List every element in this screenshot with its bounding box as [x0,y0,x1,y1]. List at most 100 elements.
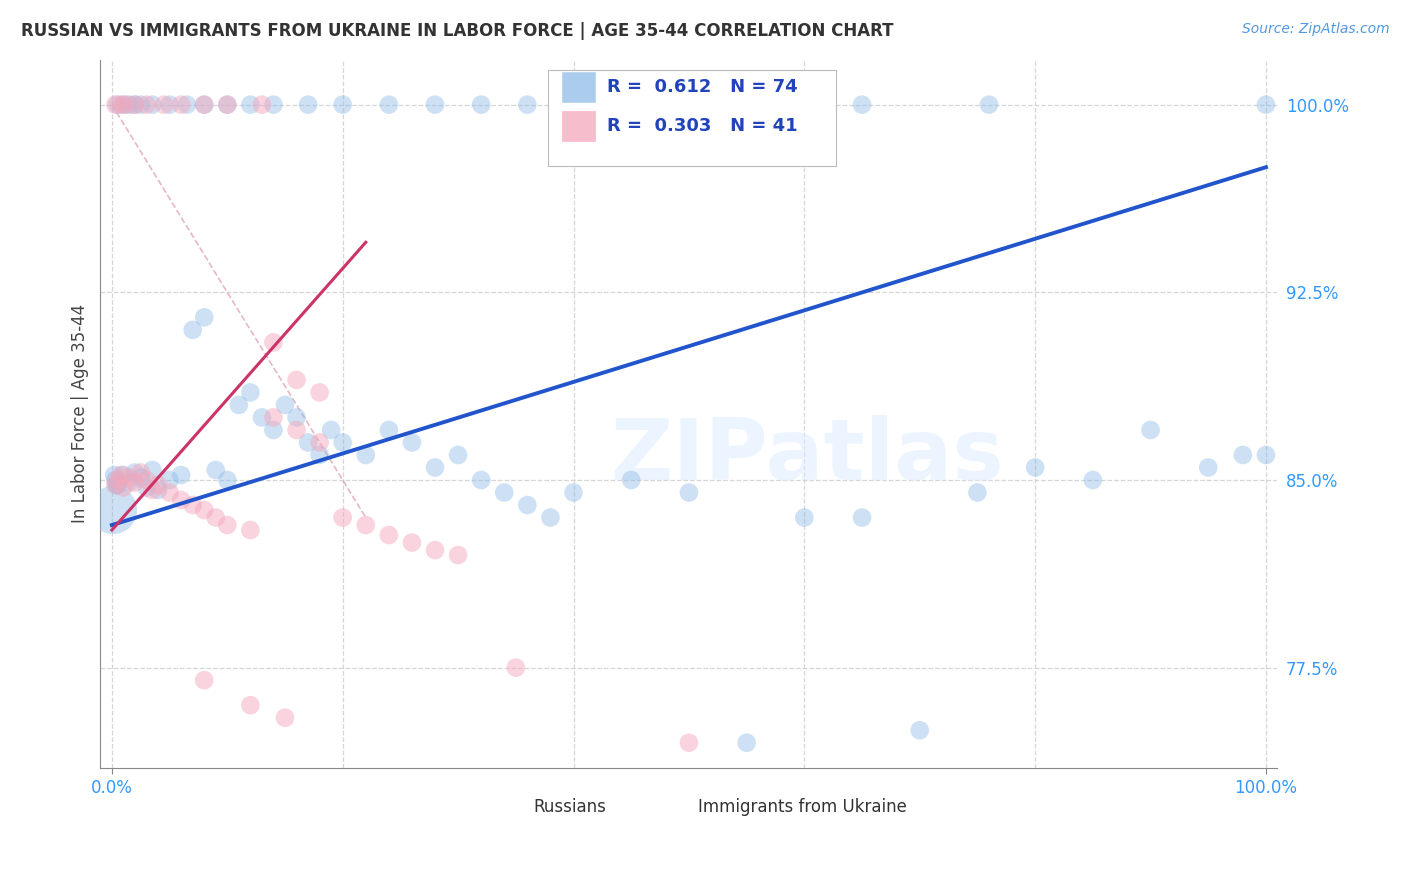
Point [135,481,157,495]
Point [262,423,284,437]
Point [321,423,343,437]
Point [378,423,401,437]
FancyBboxPatch shape [501,796,526,818]
Point [297,435,319,450]
Point [239,385,262,400]
FancyBboxPatch shape [562,112,595,141]
Point [112,468,135,483]
Point [170,97,193,112]
Point [141,463,163,477]
Point [239,698,262,713]
Point [562,97,585,112]
Point [217,97,239,112]
Point [239,97,262,112]
Point [159,485,181,500]
Point [308,448,330,462]
Point [354,448,377,462]
Point [378,97,401,112]
Point [655,97,678,112]
Point [118,475,141,490]
Point [193,97,215,112]
Point [423,460,446,475]
Point [401,435,423,450]
Point [141,483,163,497]
Point [620,473,643,487]
Point [354,518,377,533]
Y-axis label: In Labor Force | Age 35-44: In Labor Force | Age 35-44 [72,304,89,524]
Point [274,398,297,412]
Point [104,478,127,492]
Point [181,323,204,337]
Text: Russians: Russians [533,797,606,815]
Point [1139,423,1161,437]
Point [105,478,128,492]
Point [129,97,152,112]
Point [401,535,423,549]
Point [332,435,354,450]
Point [262,97,284,112]
Point [274,711,297,725]
Point [204,510,226,524]
Point [851,97,873,112]
Point [141,97,163,112]
Point [447,548,470,562]
Point [112,481,135,495]
Point [146,478,169,492]
Point [217,518,239,533]
Point [423,543,446,558]
Point [378,528,401,542]
FancyBboxPatch shape [665,796,692,818]
Point [193,310,215,325]
Point [204,463,226,477]
Point [678,485,700,500]
Point [107,473,129,487]
Point [170,468,193,483]
Point [250,410,273,425]
Point [107,478,129,492]
Point [124,475,146,490]
Point [114,97,136,112]
Point [135,473,157,487]
Point [447,448,470,462]
Point [107,97,129,112]
Point [538,510,561,524]
Point [124,97,146,112]
Point [124,466,146,480]
Text: R =  0.612   N = 74: R = 0.612 N = 74 [606,78,797,96]
Text: Immigrants from Ukraine: Immigrants from Ukraine [699,797,907,815]
Point [104,473,127,487]
Point [118,97,141,112]
Text: R =  0.303   N = 41: R = 0.303 N = 41 [606,117,797,136]
Point [262,335,284,350]
Point [516,97,538,112]
Point [104,97,127,112]
Point [470,473,492,487]
Point [110,97,132,112]
Text: ZIPatlas: ZIPatlas [610,415,1004,498]
Point [217,97,239,112]
Point [129,466,152,480]
Point [851,510,873,524]
FancyBboxPatch shape [548,70,837,166]
Point [908,723,931,738]
Point [146,483,169,497]
Point [285,410,308,425]
Point [1081,473,1104,487]
Point [297,97,319,112]
Point [505,661,527,675]
Point [423,97,446,112]
Point [176,97,198,112]
Text: Source: ZipAtlas.com: Source: ZipAtlas.com [1241,22,1389,37]
Point [193,97,215,112]
Point [159,97,181,112]
FancyBboxPatch shape [562,72,595,102]
Point [562,485,585,500]
Point [735,736,758,750]
Point [124,97,146,112]
Point [129,470,152,484]
Point [135,97,157,112]
Point [153,97,176,112]
Point [494,485,516,500]
Point [250,97,273,112]
Point [1232,448,1254,462]
